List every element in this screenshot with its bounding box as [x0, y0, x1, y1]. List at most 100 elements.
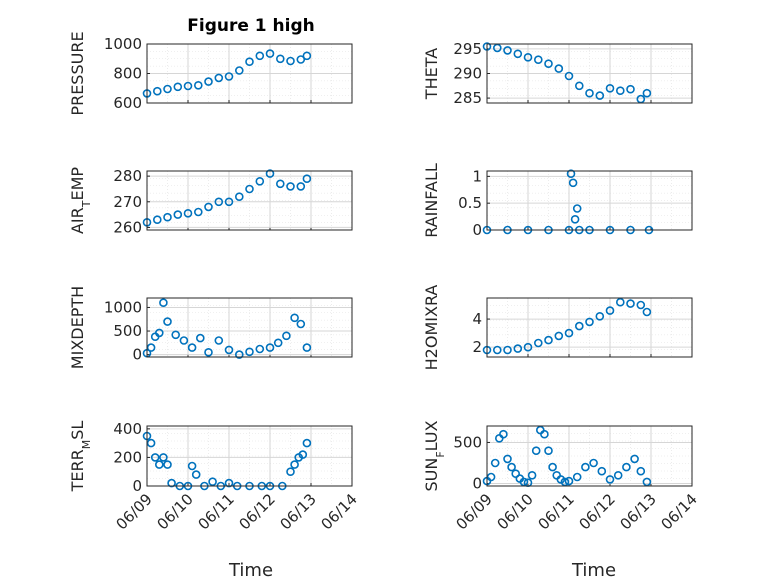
- y-axis-label: TERRMSL: [68, 421, 93, 493]
- data-point: [585, 88, 594, 98]
- x-tick-label: 06/14: [318, 490, 361, 533]
- y-tick-label: 270: [113, 193, 142, 211]
- data-point: [513, 344, 523, 353]
- axes-box: [146, 297, 353, 358]
- y-tick-label: 0: [132, 346, 142, 364]
- data-point: [503, 454, 512, 464]
- data-point: [235, 192, 244, 201]
- axes-box: [486, 297, 693, 358]
- subplot-3: 260 270 280 AIRTEMP: [68, 167, 353, 236]
- data-point: [554, 331, 564, 341]
- data-point: [302, 343, 312, 352]
- x-tick-label: 06/10: [494, 490, 537, 533]
- x-tick-label: 06/14: [658, 490, 701, 533]
- data-point: [196, 333, 205, 343]
- y-axis-label: MIXDEPTH: [68, 286, 87, 369]
- y-tick-label: 285: [453, 89, 482, 107]
- data-point: [595, 91, 605, 100]
- data-point: [224, 345, 234, 355]
- data-point: [302, 438, 312, 448]
- data-point: [595, 311, 605, 321]
- x-tick-label: 06/12: [236, 490, 279, 533]
- data-point: [179, 336, 189, 345]
- data-point: [597, 466, 607, 476]
- subplot-1: 600 800 1000 PRESSURE: [68, 31, 353, 116]
- data-point: [214, 73, 224, 83]
- data-point: [214, 197, 224, 207]
- data-point: [150, 453, 160, 462]
- data-point: [245, 184, 254, 194]
- y-tick-label: 1: [472, 167, 482, 185]
- data-point: [298, 450, 308, 459]
- data-point: [642, 307, 652, 317]
- data-point: [171, 330, 180, 340]
- y-axis-label: SUNFLUX: [422, 420, 447, 491]
- x-tick-label: 06/09: [453, 490, 496, 533]
- data-point: [531, 446, 541, 456]
- data-point: [159, 298, 168, 308]
- data-point: [290, 460, 299, 469]
- y-axis-label: PRESSURE: [68, 31, 87, 115]
- data-point: [245, 347, 254, 357]
- y-axis-label: AIRTEMP: [68, 167, 93, 234]
- data-point: [183, 81, 193, 91]
- subplot-4: 0 0.5 1 RAINFALL: [422, 163, 693, 239]
- data-point: [183, 209, 193, 218]
- data-point: [605, 84, 615, 93]
- data-point: [570, 215, 580, 224]
- data-point: [523, 342, 533, 352]
- y-tick-label: 400: [113, 420, 142, 438]
- y-tick-label: 0: [472, 475, 482, 493]
- data-point: [533, 338, 543, 348]
- data-point: [163, 212, 172, 222]
- data-point: [191, 470, 201, 479]
- data-point: [167, 478, 176, 488]
- data-point: [290, 313, 299, 323]
- data-point: [208, 477, 217, 487]
- data-point: [581, 462, 590, 472]
- y-axis-label: H2OMIXRA: [422, 285, 441, 371]
- data-point: [566, 169, 576, 178]
- data-point: [155, 460, 164, 469]
- data-point: [282, 331, 291, 341]
- axes-box: [486, 425, 693, 487]
- x-tick-label: 06/09: [113, 490, 156, 533]
- data-point: [296, 55, 306, 64]
- data-point: [153, 86, 162, 96]
- y-tick-label: 0.5: [458, 194, 482, 212]
- data-point: [492, 345, 502, 355]
- data-point: [194, 207, 203, 217]
- axes-box: [486, 43, 693, 104]
- y-axis-label: THETA: [422, 48, 441, 100]
- data-point: [275, 179, 285, 189]
- data-point: [527, 470, 537, 480]
- data-point: [302, 51, 312, 61]
- data-point: [533, 55, 543, 65]
- data-point: [519, 477, 529, 487]
- data-point: [560, 477, 570, 487]
- subplot-5: 0 500 1000 MIXDEPTH: [68, 286, 353, 369]
- data-point: [296, 319, 306, 329]
- data-point: [159, 453, 168, 462]
- data-point: [224, 478, 234, 488]
- data-point: [163, 460, 172, 469]
- y-tick-label: 2: [472, 338, 482, 356]
- data-point: [523, 52, 533, 62]
- y-tick-label: 4: [472, 310, 482, 328]
- data-point: [265, 343, 275, 352]
- x-tick-label: 06/10: [154, 490, 197, 533]
- data-point: [155, 328, 164, 338]
- data-point: [540, 429, 549, 439]
- data-point: [204, 202, 213, 212]
- data-point: [636, 466, 646, 476]
- data-point: [568, 178, 578, 188]
- data-point: [622, 462, 631, 472]
- subplot-2: 285 290 295 THETA: [422, 40, 693, 107]
- y-tick-label: 0: [472, 221, 482, 239]
- y-tick-label: 280: [113, 167, 142, 185]
- x-tick-label: 06/13: [617, 490, 660, 533]
